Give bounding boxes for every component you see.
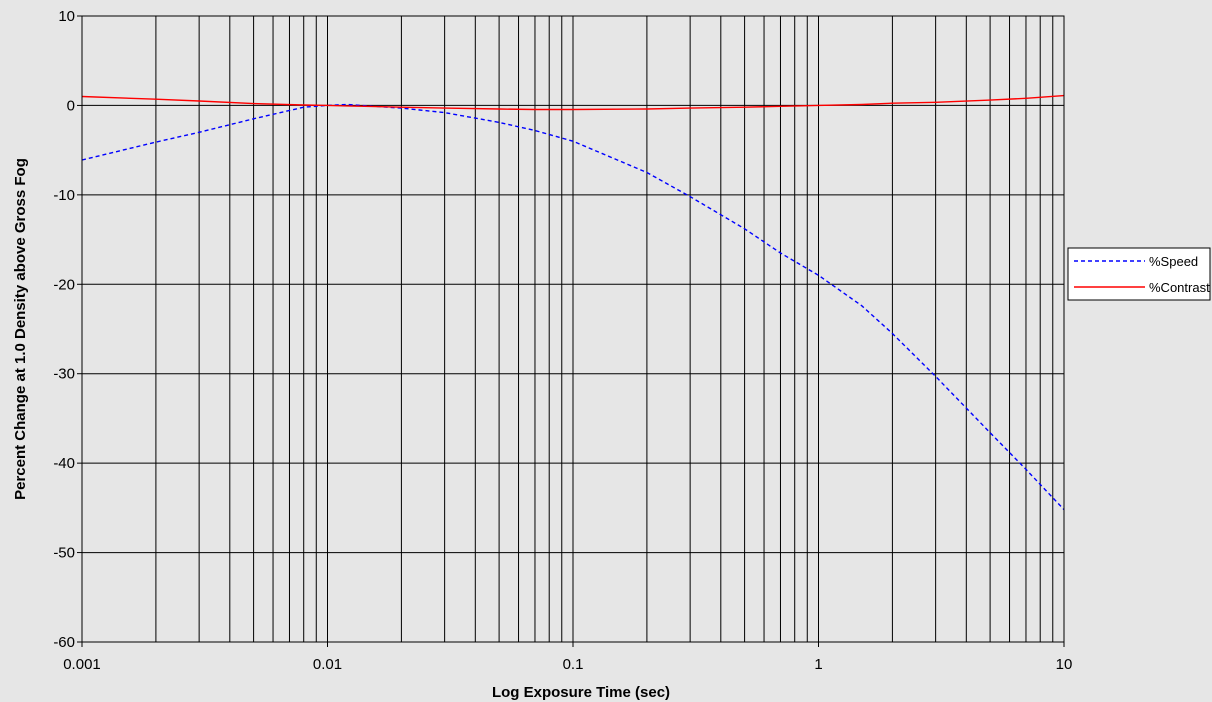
x-tick-label: 10: [1056, 656, 1073, 673]
y-tick-label: -20: [53, 276, 75, 293]
y-tick-label: -40: [53, 455, 75, 472]
y-tick-label: -50: [53, 545, 75, 562]
y-tick-label: 10: [58, 8, 75, 25]
x-tick-label: 1: [814, 656, 822, 673]
series-lines: [81, 94, 1065, 511]
series-line-speed: [81, 103, 1065, 511]
x-tick-label: 0.1: [563, 656, 584, 673]
legend-label-speed: %Speed: [1149, 254, 1198, 269]
legend: %Speed %Contrast: [1067, 247, 1211, 301]
y-tick-label: -30: [53, 366, 75, 383]
legend-label-contrast: %Contrast: [1149, 280, 1210, 295]
y-tick-label: 0: [67, 97, 75, 114]
legend-box: [1067, 247, 1211, 301]
tick-labels: 10 0 -10 -20 -30 -40 -50 -60 0.001 0.01 0.1 1 10: [53, 8, 1072, 673]
x-tick-label: 0.01: [313, 656, 342, 673]
x-tick-label: 0.001: [63, 656, 101, 673]
y-tick-label: -10: [53, 187, 75, 204]
x-axis-title: Log Exposure Time (sec): [492, 684, 670, 701]
series-line-contrast: [81, 94, 1065, 111]
y-tick-label: -60: [53, 634, 75, 651]
grid-lines: [82, 16, 1064, 642]
y-axis-title: Percent Change at 1.0 Density above Gros…: [12, 158, 29, 500]
